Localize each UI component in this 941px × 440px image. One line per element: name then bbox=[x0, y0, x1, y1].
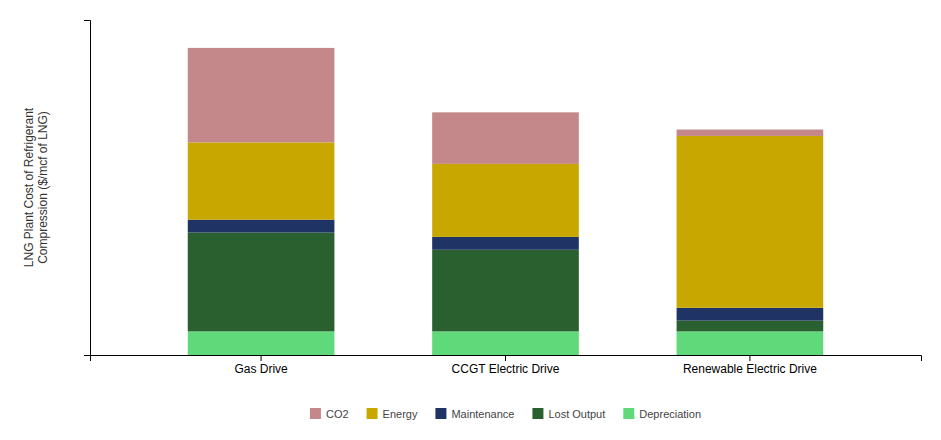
bar-segment bbox=[677, 130, 824, 136]
legend-label: Maintenance bbox=[451, 408, 514, 420]
y-axis bbox=[84, 21, 91, 356]
bar-segment bbox=[432, 237, 579, 250]
tick-mark bbox=[749, 355, 750, 361]
bar-segment bbox=[677, 308, 824, 321]
legend-swatch bbox=[623, 408, 634, 419]
bar-segment bbox=[188, 142, 335, 219]
legend-swatch bbox=[310, 408, 321, 419]
bar-segment bbox=[188, 331, 335, 355]
tick: Gas Drive bbox=[234, 355, 288, 376]
legend-swatch bbox=[367, 408, 378, 419]
y-axis-title-line: LNG Plant Cost of Refrigerant bbox=[22, 107, 36, 267]
legend-swatch bbox=[532, 408, 543, 419]
tick-mark bbox=[505, 355, 506, 361]
legend-label: Depreciation bbox=[639, 408, 701, 420]
legend-label: CO2 bbox=[326, 408, 349, 420]
bar-segment bbox=[188, 48, 335, 142]
axis-line bbox=[84, 21, 91, 356]
chart: Gas Drive CCGT Electric Drive Renewable El… bbox=[0, 0, 941, 440]
bars bbox=[188, 48, 823, 355]
tick-label: Gas Drive bbox=[234, 362, 288, 376]
bar-segment bbox=[432, 112, 579, 164]
tick-label: CCGT Electric Drive bbox=[452, 362, 560, 376]
bar-segment bbox=[677, 331, 824, 355]
tick-mark bbox=[261, 355, 262, 361]
bar-segment bbox=[432, 164, 579, 237]
bar-series bbox=[188, 331, 823, 355]
legend-item: CO2 bbox=[310, 408, 349, 420]
bar-segment bbox=[432, 331, 579, 355]
tick: Renewable Electric Drive bbox=[683, 355, 817, 376]
legend-item: Depreciation bbox=[623, 408, 701, 420]
bar-segment bbox=[188, 233, 335, 332]
legend-label: Lost Output bbox=[548, 408, 605, 420]
tick-label: Renewable Electric Drive bbox=[683, 362, 817, 376]
legend-item: Lost Output bbox=[532, 408, 605, 420]
legend-swatch bbox=[435, 408, 446, 419]
bar-segment bbox=[677, 321, 824, 332]
bar-segment bbox=[432, 250, 579, 332]
bar-segment bbox=[677, 136, 824, 308]
x-axis: Gas Drive CCGT Electric Drive Renewable El… bbox=[91, 355, 922, 376]
axis-line bbox=[91, 356, 922, 362]
y-axis-title: LNG Plant Cost of RefrigerantCompression… bbox=[22, 107, 50, 267]
legend-item: Energy bbox=[367, 408, 418, 420]
legend-label: Energy bbox=[383, 408, 418, 420]
bar-series bbox=[188, 48, 823, 164]
y-axis-title-line: Compression ($/mcf of LNG) bbox=[36, 111, 50, 264]
legend: CO2 Energy Maintenance Lost Output Depreciat… bbox=[310, 408, 701, 420]
legend-item: Maintenance bbox=[435, 408, 514, 420]
bar-segment bbox=[188, 220, 335, 233]
tick: CCGT Electric Drive bbox=[452, 355, 560, 376]
